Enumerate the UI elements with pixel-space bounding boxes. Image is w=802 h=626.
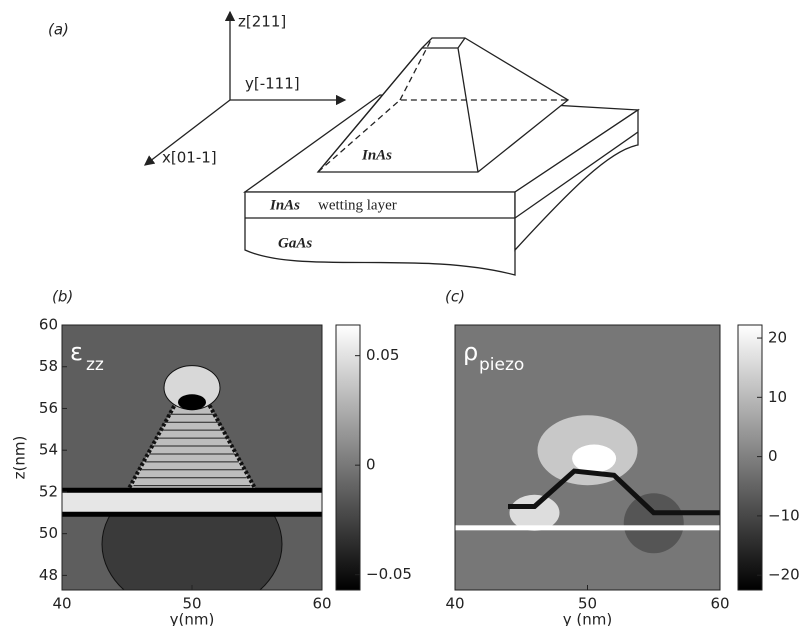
field-symbol: ρ [463,338,478,366]
y-tick-label: 54 [39,441,58,459]
colorbar-tick-label: −0.05 [366,565,412,583]
substrate-label: GaAs [278,235,312,251]
field-symbol: ε [70,338,83,366]
x-axis-label: y (nm) [563,611,612,626]
colorbar-tick-label: 0 [768,447,778,465]
layer [455,525,720,530]
layer-material: InAs [269,197,300,213]
y-tick-label: 48 [39,566,58,584]
colorbar [738,325,762,590]
colorbar-tick-label: 10 [768,388,787,406]
panel-label: (a) [48,21,69,39]
x-tick-label: 60 [312,595,331,613]
colorbar-tick-label: 20 [768,329,787,347]
edge [62,488,322,493]
lobe [624,493,684,553]
axis-label: y[-111] [245,75,300,93]
panel-a [145,12,638,275]
axis-label: x[01-1] [162,149,217,167]
lobe [178,394,206,410]
lobe [572,445,616,473]
colorbar-tick-label: 0 [366,456,376,474]
figure: (a) z[211] y[-111] x[01-1] InAs InAs wet… [0,0,802,626]
layer [62,492,322,513]
panel-label: (b) [52,288,73,306]
y-tick-label: 58 [39,357,58,375]
y-tick-label: 52 [39,482,58,500]
colorbar-tick-label: −10 [768,506,800,524]
dot-label: InAs [361,147,392,163]
x-tick-label: 40 [52,595,71,613]
x-tick-label: 60 [710,595,729,613]
y-tick-label: 60 [39,316,58,334]
x-axis-label: y(nm) [170,611,215,626]
edge [62,512,322,517]
colorbar [336,325,360,590]
axis-label: z[211] [238,13,286,31]
panel-label: (c) [445,288,465,306]
y-tick-label: 56 [39,399,58,417]
field-subscript: zz [86,355,104,375]
colorbar-tick-label: 0.05 [366,346,399,364]
layer-name: wetting layer [318,197,397,213]
y-tick-label: 50 [39,524,58,542]
colorbar-tick-label: −20 [768,566,800,584]
y-axis-label: z(nm) [11,436,29,480]
x-tick-label: 40 [445,595,464,613]
field-subscript: piezo [479,355,524,375]
